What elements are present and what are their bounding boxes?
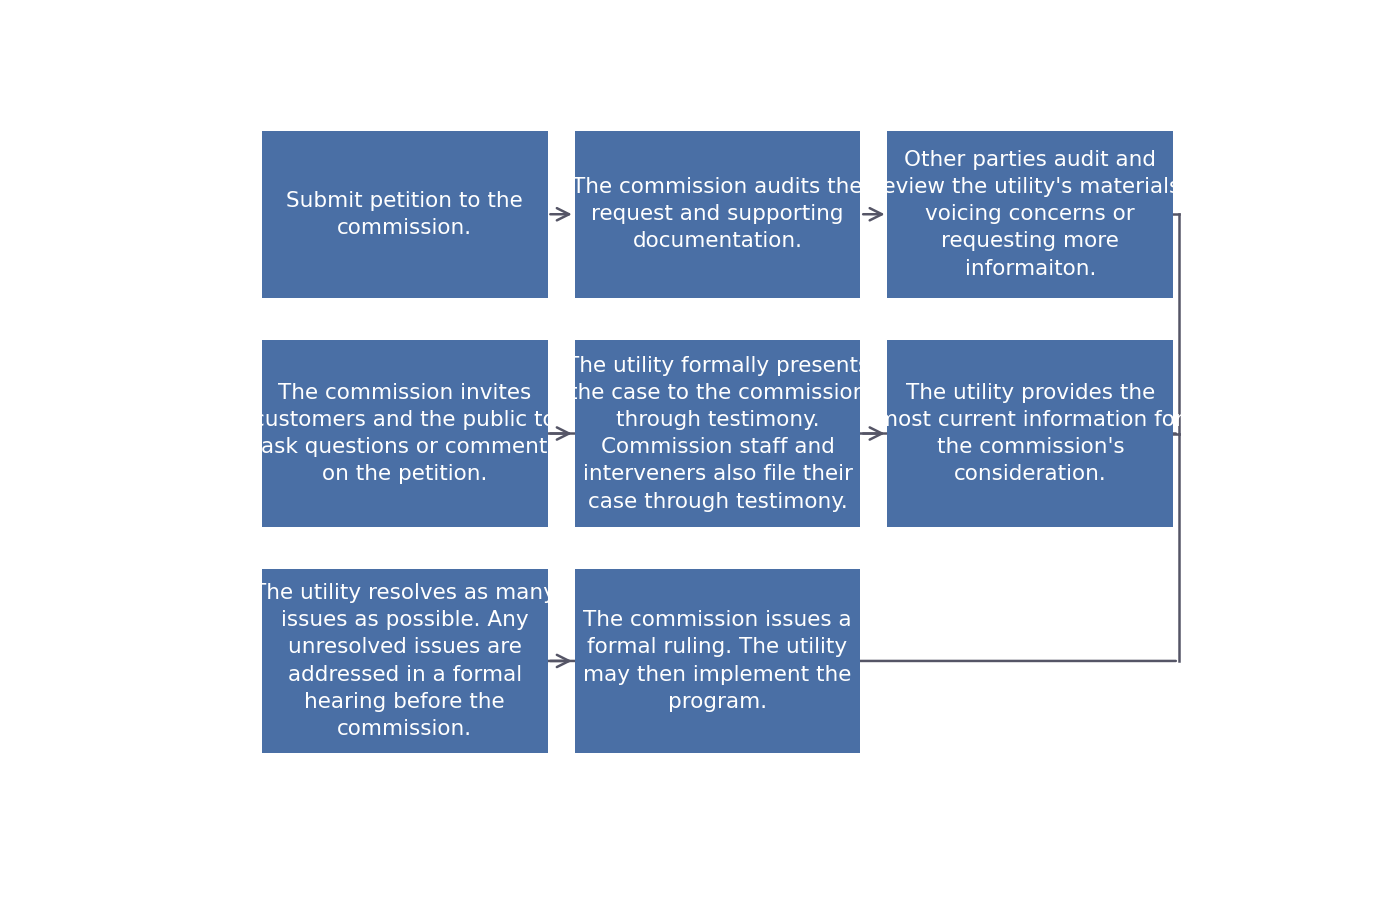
- Text: Submit petition to the
commission.: Submit petition to the commission.: [286, 191, 524, 238]
- Text: The utility resolves as many
issues as possible. Any
unresolved issues are
addre: The utility resolves as many issues as p…: [253, 583, 556, 739]
- FancyBboxPatch shape: [888, 340, 1173, 526]
- Text: The utility formally presents
the case to the commission
through testimony.
Comm: The utility formally presents the case t…: [566, 356, 869, 512]
- FancyBboxPatch shape: [888, 131, 1173, 298]
- Text: The utility provides the
most current information for
the commission's
considera: The utility provides the most current in…: [876, 383, 1184, 484]
- FancyBboxPatch shape: [574, 340, 861, 526]
- Text: The commission invites
customers and the public to
ask questions or comment
on t: The commission invites customers and the…: [253, 383, 556, 484]
- FancyBboxPatch shape: [574, 569, 861, 752]
- FancyBboxPatch shape: [262, 340, 547, 526]
- FancyBboxPatch shape: [262, 569, 547, 752]
- FancyBboxPatch shape: [262, 131, 547, 298]
- Text: The commission issues a
formal ruling. The utility
may then implement the
progra: The commission issues a formal ruling. T…: [584, 611, 851, 712]
- Text: The commission audits the
request and supporting
documentation.: The commission audits the request and su…: [573, 177, 862, 251]
- FancyBboxPatch shape: [574, 131, 861, 298]
- Text: Other parties audit and
review the utility's materials,
voicing concerns or
requ: Other parties audit and review the utili…: [874, 150, 1187, 279]
